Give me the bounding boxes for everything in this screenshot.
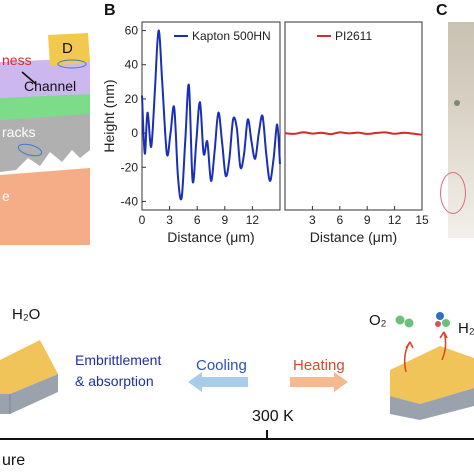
heating-arrow bbox=[290, 372, 348, 392]
y-tick-label: 20 bbox=[125, 92, 139, 106]
y-tick-label: -20 bbox=[121, 160, 139, 174]
panel-b-letter: B bbox=[104, 2, 116, 19]
temperature-300k: 300 K bbox=[252, 408, 294, 425]
label-h2-partial: H₂ bbox=[458, 320, 474, 337]
right-plot-frame bbox=[284, 21, 423, 211]
y-tick-label: -40 bbox=[121, 194, 139, 208]
crack-ellipse bbox=[17, 143, 43, 157]
temperature-axis-label: ure bbox=[2, 452, 26, 469]
heating-label: Heating bbox=[293, 357, 345, 374]
panel-c-photo bbox=[440, 22, 474, 238]
kapton-series-line bbox=[141, 29, 281, 201]
y-tick-label: 0 bbox=[131, 126, 138, 140]
cooling-label: Cooling bbox=[196, 357, 247, 374]
label-channel: Channel bbox=[24, 78, 77, 94]
right-film-side bbox=[390, 388, 474, 420]
o2-molecule-a bbox=[395, 315, 405, 325]
embrittlement-text: Embrittlement bbox=[75, 352, 162, 368]
channel-pointer bbox=[21, 71, 37, 85]
x-axis-label-right: Distance (μm) bbox=[310, 229, 397, 245]
left-film-illustration bbox=[0, 340, 58, 414]
x-tick-label: 9 bbox=[364, 213, 371, 227]
height-profile-chart: 60 40 20 0 -20 -40 Height (nm) 0 3 6 9 12 3 6 9 12 15 Dis… bbox=[101, 21, 428, 245]
legend-pi2611-label: PI2611 bbox=[335, 29, 372, 43]
photo-spot bbox=[454, 100, 460, 106]
label-d: D bbox=[62, 40, 73, 57]
x-tick-label: 3 bbox=[309, 213, 316, 227]
x-tick-label: 12 bbox=[388, 213, 402, 227]
o2-molecule-b bbox=[404, 318, 414, 328]
label-h2o-left: H₂O bbox=[12, 306, 41, 323]
h2o-molecule-a bbox=[436, 312, 444, 320]
label-o2: O₂ bbox=[369, 312, 387, 329]
label-cracks: racks bbox=[2, 124, 36, 140]
x-tick-label: 0 bbox=[139, 213, 146, 227]
cool-heat-arrows bbox=[188, 372, 348, 392]
right-film-illustration bbox=[390, 312, 474, 420]
h2o-molecule-b bbox=[442, 319, 450, 327]
y-axis-label: Height (nm) bbox=[101, 79, 117, 152]
y-tick-label: 60 bbox=[125, 24, 139, 38]
absorption-text: & absorption bbox=[75, 373, 154, 389]
x-tick-label: 12 bbox=[246, 213, 260, 227]
x-axis-label-left: Distance (μm) bbox=[167, 229, 254, 245]
x-tick-label: 15 bbox=[415, 213, 428, 227]
label-bottom-layer: e bbox=[2, 188, 10, 204]
green-layer bbox=[0, 92, 90, 120]
y-tick-label: 40 bbox=[125, 58, 139, 72]
pi2611-series-line bbox=[284, 131, 423, 136]
temperature-axis bbox=[0, 438, 474, 440]
x-tick-label: 9 bbox=[221, 213, 228, 227]
electrode-d bbox=[48, 33, 90, 66]
electrode-ellipse bbox=[57, 59, 87, 69]
x-tick-label: 3 bbox=[166, 213, 173, 227]
right-film-top bbox=[390, 346, 474, 404]
photo-stamp bbox=[440, 172, 466, 214]
x-tick-label: 6 bbox=[336, 213, 343, 227]
crack-layer bbox=[0, 112, 90, 172]
panel-a-schematic bbox=[0, 33, 90, 245]
legend-kapton-label: Kapton 500HN bbox=[192, 29, 271, 43]
panel-c-letter: C bbox=[436, 2, 448, 19]
label-roughness: ness bbox=[2, 52, 32, 68]
x-tick-label: 6 bbox=[194, 213, 201, 227]
temperature-tick bbox=[266, 430, 268, 440]
left-film-top bbox=[0, 340, 58, 394]
cooling-arrow bbox=[188, 372, 248, 392]
substrate-layer bbox=[0, 168, 90, 245]
h2o-molecule-c bbox=[435, 321, 441, 327]
left-film-side bbox=[0, 374, 58, 414]
